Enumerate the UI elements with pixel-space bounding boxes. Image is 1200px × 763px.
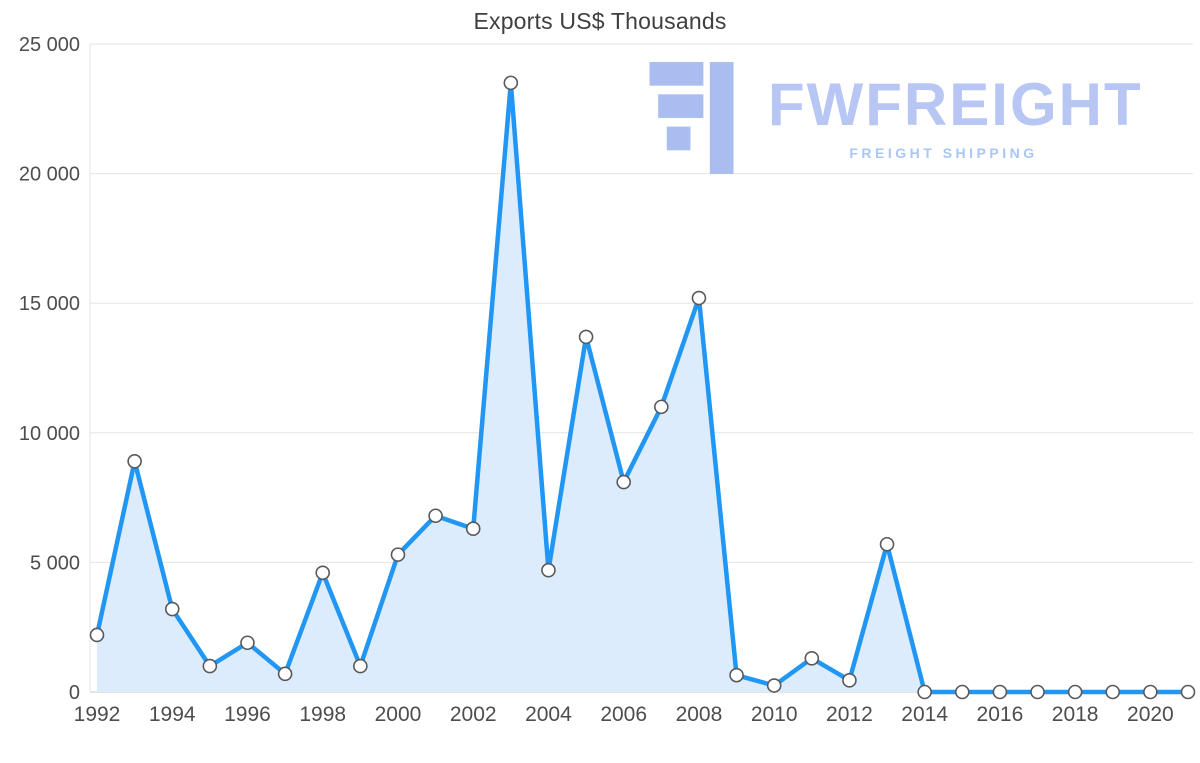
data-point-marker[interactable]: [465, 521, 481, 537]
y-axis-tick-label: 5 000: [30, 552, 80, 574]
data-point-marker[interactable]: [804, 651, 820, 666]
y-axis-tick-label: 10 000: [19, 423, 80, 445]
data-point-marker[interactable]: [578, 329, 594, 345]
data-point-marker[interactable]: [654, 399, 669, 415]
x-axis-tick-label: 2018: [1052, 703, 1099, 726]
x-axis-tick-label: 2020: [1127, 703, 1174, 726]
data-point-marker[interactable]: [315, 565, 331, 581]
data-point-marker[interactable]: [766, 678, 782, 693]
y-axis-tick-label: 15 000: [19, 293, 80, 315]
x-axis-tick-label: 1994: [149, 703, 196, 726]
data-point-marker[interactable]: [503, 75, 519, 91]
data-point-marker[interactable]: [127, 454, 142, 469]
data-point-marker[interactable]: [842, 673, 857, 688]
data-point-marker[interactable]: [541, 562, 556, 578]
x-axis-tick-label: 2016: [977, 703, 1024, 726]
x-axis-tick-label: 1996: [224, 703, 271, 726]
data-point-marker[interactable]: [390, 547, 406, 562]
data-point-marker[interactable]: [1143, 684, 1158, 700]
x-axis-tick-label: 2006: [600, 703, 647, 726]
x-axis-tick-label: 2010: [751, 703, 798, 726]
x-axis-tick-label: 2008: [676, 703, 723, 726]
x-axis-tick-label: 2014: [901, 703, 948, 726]
area-fill: [97, 82, 1188, 692]
data-point-marker[interactable]: [428, 508, 443, 524]
data-point-marker[interactable]: [879, 536, 895, 552]
y-axis-tick-label: 0: [69, 682, 80, 704]
data-point-marker[interactable]: [1180, 684, 1196, 700]
data-point-marker[interactable]: [691, 290, 707, 306]
x-axis-tick-label: 2012: [826, 703, 873, 726]
data-point-marker[interactable]: [89, 627, 105, 643]
data-point-marker[interactable]: [240, 635, 255, 651]
data-point-marker[interactable]: [992, 684, 1008, 700]
data-point-marker[interactable]: [277, 666, 293, 682]
data-point-marker[interactable]: [353, 658, 368, 674]
x-axis-tick-label: 2000: [375, 703, 422, 726]
y-axis-tick-label: 25 000: [19, 34, 80, 56]
data-point-marker[interactable]: [616, 474, 631, 490]
x-axis-tick-label: 1992: [74, 703, 121, 726]
data-point-marker[interactable]: [1030, 684, 1045, 700]
data-point-marker[interactable]: [164, 601, 180, 617]
x-axis-tick-label: 2002: [450, 703, 497, 726]
data-point-marker[interactable]: [1067, 684, 1083, 700]
data-point-marker[interactable]: [917, 684, 932, 700]
y-axis-tick-label: 20 000: [19, 164, 80, 186]
data-point-marker[interactable]: [202, 658, 218, 674]
data-point-marker[interactable]: [1105, 684, 1121, 700]
chart-title: Exports US$ Thousands: [473, 8, 727, 34]
data-point-marker[interactable]: [729, 667, 744, 683]
x-axis-tick-label: 1998: [299, 703, 346, 726]
data-point-marker[interactable]: [954, 684, 970, 700]
x-axis-tick-label: 2004: [525, 703, 572, 726]
